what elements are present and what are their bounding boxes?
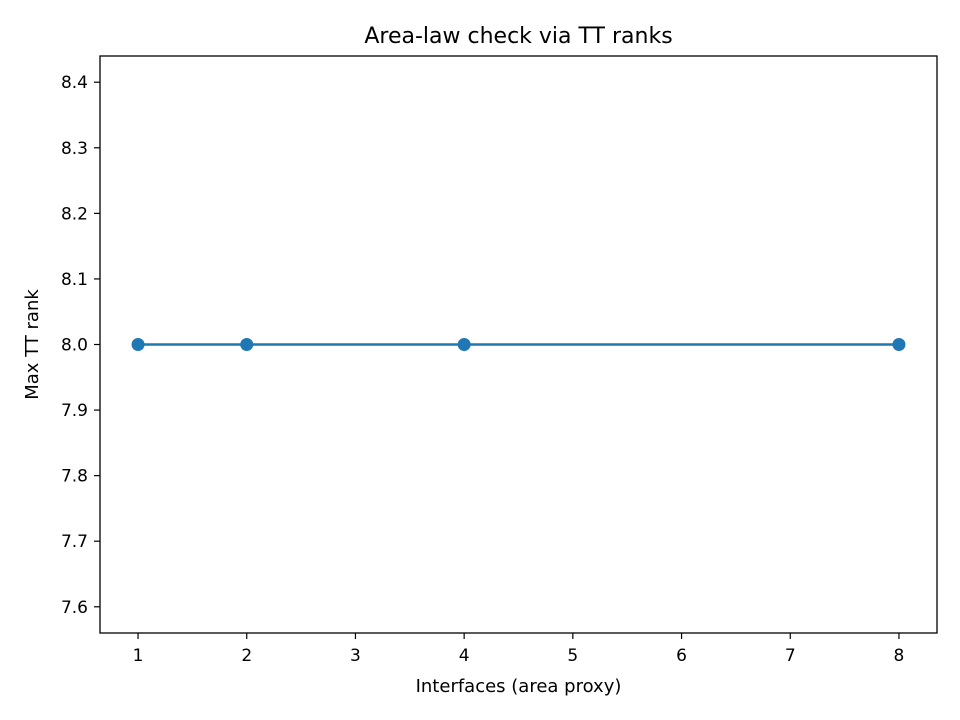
y-tick-label: 7.6	[61, 598, 88, 618]
data-point	[457, 338, 471, 351]
plot-area	[131, 338, 906, 351]
x-tick-label: 7	[785, 646, 796, 666]
x-tick-label: 2	[241, 646, 252, 666]
x-tick-label: 8	[894, 646, 905, 666]
chart-title: Area-law check via TT ranks	[364, 24, 672, 49]
y-tick-label: 8.1	[61, 270, 88, 290]
y-tick-label: 7.8	[61, 467, 88, 487]
x-tick-label: 1	[133, 646, 144, 666]
y-tick-label: 8.2	[61, 204, 88, 224]
data-point	[240, 338, 254, 351]
y-tick-label: 8.4	[61, 73, 88, 93]
x-tick-label: 3	[350, 646, 361, 666]
x-tick-label: 5	[567, 646, 578, 666]
x-axis-label: Interfaces (area proxy)	[416, 676, 622, 697]
x-tick-label: 6	[676, 646, 687, 666]
x-axis: 1 2 3 4 5 6 7 8	[133, 633, 905, 666]
data-point	[131, 338, 145, 351]
y-tick-label: 8.0	[61, 336, 88, 356]
x-tick-label: 4	[459, 646, 470, 666]
y-axis: 7.6 7.7 7.8 7.9 8.0 8.1 8.2 8.3 8.4	[61, 73, 100, 618]
y-tick-label: 7.7	[61, 532, 88, 552]
y-tick-label: 7.9	[61, 401, 88, 421]
data-point	[892, 338, 906, 351]
y-axis-label: Max TT rank	[22, 289, 43, 400]
y-tick-label: 8.3	[61, 139, 88, 159]
